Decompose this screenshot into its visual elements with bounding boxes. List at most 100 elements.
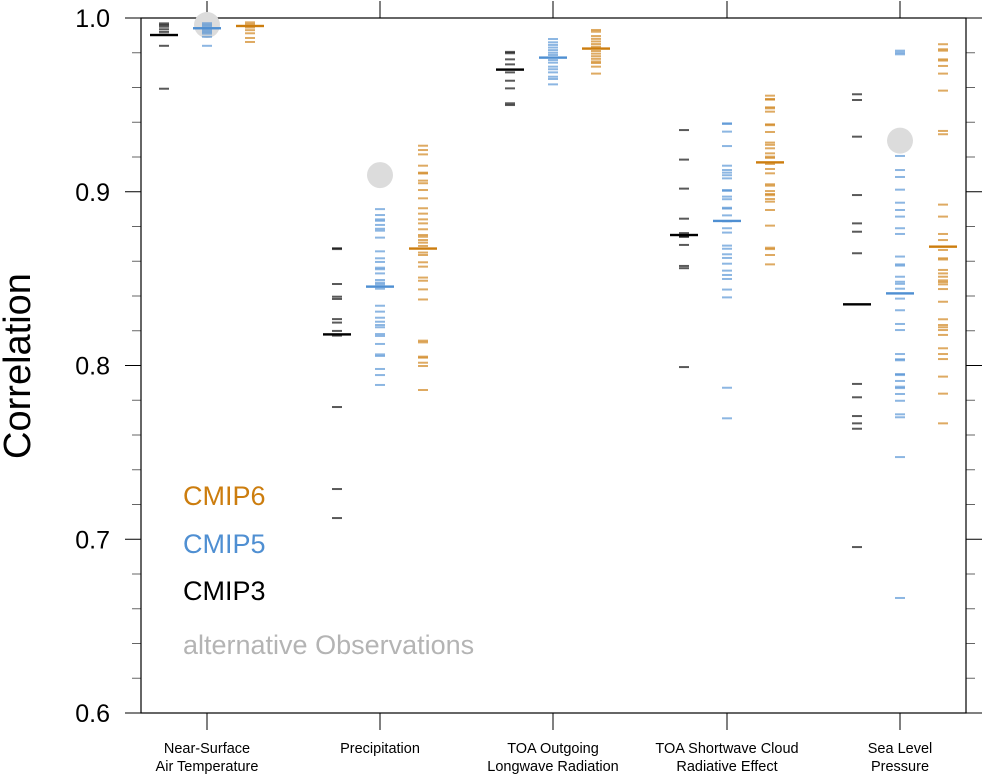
cmip3-member-mark bbox=[852, 546, 862, 549]
cmip5-mean-mark bbox=[539, 56, 567, 59]
x-tick-label: TOA Shortwave Cloud bbox=[655, 741, 798, 757]
cmip3-member-mark bbox=[852, 415, 862, 418]
cmip6-member-mark bbox=[418, 356, 428, 359]
cmip6-member-mark bbox=[591, 40, 601, 43]
y-tick-label: 0.9 bbox=[75, 179, 110, 207]
cmip5-member-mark bbox=[375, 367, 385, 370]
cmip6-member-mark bbox=[938, 48, 948, 51]
cmip6-member-mark bbox=[938, 300, 948, 303]
cmip6-member-mark bbox=[938, 422, 948, 425]
cmip5-member-mark bbox=[375, 324, 385, 327]
cmip5-member-mark bbox=[722, 169, 732, 172]
cmip6-member-mark bbox=[418, 153, 428, 156]
legend-entry: CMIP6 bbox=[183, 481, 266, 511]
x-tick-label: Near-Surface bbox=[164, 741, 250, 757]
cmip3-mean-mark bbox=[496, 68, 524, 71]
cmip5-member-mark bbox=[895, 399, 905, 402]
cmip6-mean-mark bbox=[236, 24, 264, 28]
cmip3-mean-mark bbox=[150, 33, 178, 37]
cmip3-member-mark bbox=[159, 25, 169, 28]
cmip6-member-mark bbox=[418, 144, 428, 147]
cmip5-member-mark bbox=[722, 417, 732, 420]
x-tick-label: Sea Level bbox=[868, 741, 933, 757]
cmip5-mean-mark bbox=[193, 27, 221, 30]
cmip6-member-mark bbox=[765, 152, 775, 155]
cmip5-member-mark bbox=[895, 208, 905, 211]
cmip6-member-mark bbox=[418, 197, 428, 200]
cmip6-member-mark bbox=[418, 361, 428, 364]
cmip5-member-mark bbox=[548, 65, 558, 68]
cmip5-member-mark bbox=[202, 25, 212, 28]
cmip3-member-mark bbox=[159, 44, 169, 47]
cmip6-member-mark bbox=[938, 64, 948, 67]
y-tick-label: 0.8 bbox=[75, 353, 110, 381]
cmip6-member-mark bbox=[938, 232, 948, 235]
cmip5-member-mark bbox=[548, 51, 558, 54]
cmip6-member-mark bbox=[938, 283, 948, 286]
cmip5-member-mark bbox=[895, 154, 905, 157]
cmip6-member-mark bbox=[938, 358, 948, 361]
cmip5-member-mark bbox=[375, 229, 385, 232]
cmip5-member-mark bbox=[548, 77, 558, 80]
cmip3-member-mark bbox=[679, 187, 689, 190]
cmip5-member-mark bbox=[895, 232, 905, 235]
cmip3-member-mark bbox=[852, 427, 862, 430]
plot-frame bbox=[140, 17, 967, 714]
cmip6-member-mark bbox=[765, 107, 775, 110]
cmip5-member-mark bbox=[895, 169, 905, 172]
cmip6-member-mark bbox=[938, 281, 948, 284]
cmip6-member-mark bbox=[938, 248, 948, 251]
cmip3-member-mark bbox=[332, 295, 342, 298]
cmip6-member-mark bbox=[938, 49, 948, 52]
cmip6-member-mark bbox=[418, 341, 428, 344]
cmip6-member-mark bbox=[938, 43, 948, 46]
cmip5-member-mark bbox=[895, 373, 905, 376]
cmip6-member-mark bbox=[245, 21, 255, 24]
cmip5-member-mark bbox=[375, 304, 385, 307]
cmip5-member-mark bbox=[375, 326, 385, 329]
cmip5-member-mark bbox=[375, 281, 385, 284]
cmip5-member-mark bbox=[895, 264, 905, 267]
x-tick-label: Longwave Radiation bbox=[487, 759, 618, 775]
cmip6-member-mark bbox=[591, 60, 601, 63]
cmip5-member-mark bbox=[548, 38, 558, 41]
cmip5-member-mark bbox=[202, 23, 212, 26]
cmip5-member-mark bbox=[722, 247, 732, 250]
cmip6-member-mark bbox=[418, 235, 428, 238]
cmip6-member-mark bbox=[938, 257, 948, 260]
cmip3-member-mark bbox=[852, 194, 862, 197]
cmip5-member-mark bbox=[895, 287, 905, 290]
cmip5-mean-mark bbox=[366, 285, 394, 288]
y-tick-label: 0.6 bbox=[75, 700, 110, 728]
y-tick-label: 0.7 bbox=[75, 526, 110, 554]
x-tick-label: TOA Outgoing bbox=[507, 741, 599, 757]
cmip5-member-mark bbox=[375, 208, 385, 211]
observation-marker bbox=[367, 162, 393, 189]
cmip5-member-mark bbox=[375, 227, 385, 230]
cmip5-member-mark bbox=[895, 392, 905, 395]
legend-entry: CMIP5 bbox=[183, 529, 266, 559]
cmip5-member-mark bbox=[722, 231, 732, 234]
cmip5-member-mark bbox=[548, 46, 558, 49]
axes: 0.6 0.7 0.8 0.9 1.0 Near-Surface Air Temperatu… bbox=[75, 1, 982, 775]
cmip5-member-mark bbox=[375, 219, 385, 222]
cmip6-member-mark bbox=[591, 55, 601, 58]
cmip6-member-mark bbox=[418, 298, 428, 301]
cmip6-member-mark bbox=[418, 279, 428, 282]
cmip5-member-mark bbox=[895, 51, 905, 54]
cmip5-member-mark bbox=[375, 334, 385, 337]
cmip5-member-mark bbox=[375, 260, 385, 263]
cmip6-member-mark bbox=[765, 248, 775, 251]
cmip5-member-mark bbox=[895, 188, 905, 191]
cmip6-member-mark bbox=[938, 288, 948, 291]
cmip6-member-mark bbox=[938, 72, 948, 75]
cmip5-member-mark bbox=[722, 122, 732, 125]
cmip5-member-mark bbox=[202, 44, 212, 47]
cmip6-member-mark bbox=[765, 98, 775, 101]
cmip5-member-mark bbox=[375, 214, 385, 217]
cmip6-member-mark bbox=[765, 130, 775, 133]
cmip6-member-mark bbox=[765, 143, 775, 146]
cmip3-member-mark bbox=[159, 87, 169, 90]
cmip6-member-mark bbox=[418, 261, 428, 264]
cmip6-member-mark bbox=[765, 263, 775, 266]
